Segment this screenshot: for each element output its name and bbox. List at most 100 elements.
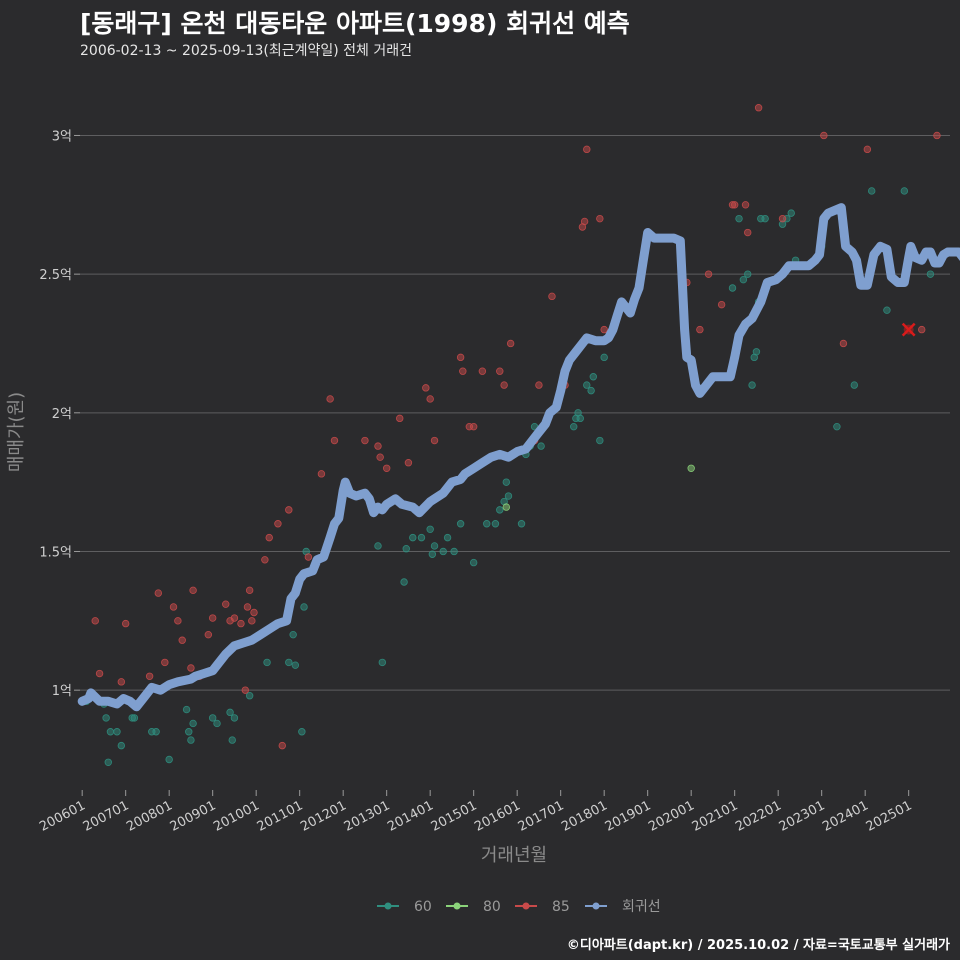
point-60 [165, 755, 173, 764]
point-60 [450, 547, 458, 556]
point-85 [274, 520, 282, 528]
point-60 [263, 658, 271, 667]
point-60 [208, 714, 217, 722]
x-tick-label: 200601 [37, 798, 88, 835]
point-85 [91, 617, 99, 625]
y-tick-label: 1.5억 [39, 545, 72, 560]
point-85 [248, 617, 256, 625]
point-85 [422, 384, 430, 392]
point-60 [850, 381, 858, 389]
point-80 [687, 464, 695, 472]
point-60 [285, 658, 293, 667]
x-tick-label: 200901 [168, 798, 219, 835]
y-tick-label: 1억 [52, 684, 72, 699]
point-60 [469, 558, 478, 567]
x-tick-label: 201501 [429, 798, 480, 835]
point-85 [189, 586, 197, 595]
point-60 [409, 533, 417, 542]
point-60 [426, 525, 434, 533]
point-60 [298, 728, 306, 736]
point-60 [483, 520, 491, 528]
point-85 [117, 678, 126, 686]
point-85 [430, 436, 439, 445]
point-85 [820, 131, 828, 140]
legend-label: 85 [552, 899, 570, 915]
point-60 [439, 547, 447, 556]
point-60 [428, 550, 437, 558]
point-85 [285, 506, 293, 514]
point-60 [576, 414, 584, 423]
x-tick-label: 202301 [777, 798, 828, 835]
point-60 [537, 442, 545, 450]
point-85 [426, 395, 434, 403]
x-tick-label: 202501 [864, 798, 915, 835]
point-85 [178, 636, 186, 644]
point-60 [600, 353, 608, 362]
point-60 [900, 187, 909, 195]
point-60 [182, 705, 191, 714]
point-85 [839, 339, 848, 348]
legend-label: 80 [483, 899, 501, 915]
point-60 [106, 728, 115, 736]
point-85 [778, 214, 787, 223]
point-85 [600, 325, 608, 334]
point-85 [326, 395, 334, 403]
point-60 [496, 506, 504, 514]
point-85 [374, 442, 382, 450]
point-60 [502, 478, 510, 486]
grid-lines [80, 134, 950, 691]
point-85 [500, 381, 508, 389]
point-85 [459, 367, 467, 375]
point-85 [535, 381, 543, 389]
point-60 [491, 520, 500, 528]
point-85 [222, 600, 230, 608]
x-tick-label: 202201 [733, 798, 784, 835]
point-85 [261, 556, 269, 564]
point-85 [265, 533, 273, 542]
point-60 [443, 533, 452, 542]
point-85 [161, 658, 169, 667]
point-85 [250, 608, 258, 617]
point-60 [291, 661, 300, 669]
point-60 [374, 542, 382, 550]
x-axis-ticks: 2006012007012008012009012010012011012012… [37, 790, 915, 835]
point-60 [113, 728, 121, 736]
point-85 [382, 464, 391, 472]
point-60 [926, 270, 935, 278]
point-85 [704, 270, 713, 278]
legend-swatch-dot [453, 902, 461, 910]
x-tick-label: 201601 [472, 798, 523, 835]
point-60 [787, 209, 795, 217]
x-tick-label: 201101 [255, 798, 306, 835]
x-tick-label: 202001 [646, 798, 697, 835]
prediction-cross [901, 322, 916, 337]
point-85 [95, 669, 104, 678]
legend-swatch-dot [592, 902, 600, 910]
point-85 [187, 664, 195, 672]
point-85 [245, 586, 254, 595]
point-85 [918, 325, 926, 334]
x-tick-label: 201401 [385, 798, 436, 835]
point-60 [152, 728, 160, 736]
point-60 [883, 306, 891, 314]
point-60 [868, 187, 876, 195]
point-60 [104, 758, 112, 766]
point-85 [696, 325, 704, 334]
point-60 [456, 520, 465, 528]
point-60 [402, 545, 410, 553]
point-60 [583, 381, 591, 389]
point-60 [187, 736, 195, 744]
x-tick-label: 200701 [81, 798, 132, 835]
point-60 [517, 520, 526, 528]
point-60 [430, 542, 439, 550]
point-85 [754, 104, 763, 112]
x-axis-title: 거래년월 [481, 845, 547, 866]
chart-subtitle: 2006-02-13 ~ 2025-09-13(최근계약일) 전체 거래건 [80, 43, 412, 59]
point-60 [400, 578, 408, 586]
point-60 [378, 658, 387, 667]
point-85 [330, 436, 339, 445]
point-85 [404, 459, 413, 467]
legend-swatch-dot [522, 902, 530, 910]
point-60 [739, 275, 748, 284]
